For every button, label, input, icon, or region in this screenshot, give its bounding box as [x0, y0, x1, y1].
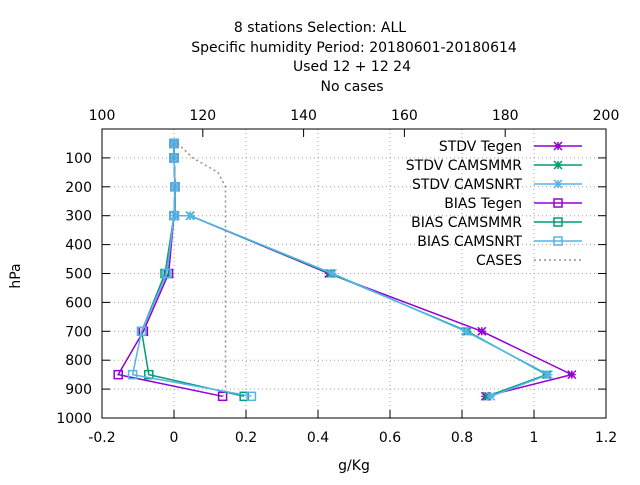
- y-tick-label: 300: [65, 209, 92, 225]
- y-tick-label: 500: [65, 267, 92, 283]
- series-4: [136, 138, 249, 402]
- legend-label: BIAS CAMSMMR: [411, 215, 522, 231]
- series-6: [177, 142, 227, 397]
- legend-label: STDV Tegen: [439, 139, 522, 155]
- data-point: [169, 210, 179, 221]
- legend-label: STDV CAMSNRT: [412, 177, 523, 193]
- data-point: [136, 326, 147, 337]
- x2-tick-label: 100: [89, 108, 116, 124]
- legend-marker: [553, 217, 563, 227]
- data-point: [170, 182, 180, 192]
- legend-marker: [553, 198, 563, 208]
- x-tick-label: 1.2: [595, 430, 617, 446]
- y-tick-label: 200: [65, 180, 92, 196]
- x-tick-label: 0.4: [307, 430, 329, 446]
- legend-label: CASES: [476, 253, 522, 269]
- data-point: [543, 370, 553, 380]
- y-axis-label: hPa: [8, 263, 24, 288]
- series-line: [131, 143, 252, 398]
- legend: STDV Tegen STDV CAMSMMR STDV CAMSNRT BIAS T…: [406, 139, 582, 269]
- data-point: [567, 370, 577, 380]
- data-point: [169, 153, 179, 163]
- x-tick-label: 0.6: [379, 430, 401, 446]
- title-line-3: Used 12 + 12 24: [293, 59, 411, 75]
- series-layer: [113, 138, 577, 402]
- legend-marker: [553, 141, 563, 151]
- data-point: [477, 326, 487, 336]
- x2-tick-label: 200: [593, 108, 620, 124]
- y-tick-label: 800: [65, 353, 92, 369]
- title-line-4: No cases: [321, 79, 384, 95]
- y-tick-label: 400: [65, 238, 92, 254]
- data-point: [162, 268, 172, 279]
- data-point: [170, 211, 180, 221]
- title-line-2: Specific humidity Period: 20180601-20180…: [191, 40, 517, 56]
- y-tick-label: 1000: [56, 411, 92, 427]
- legend-marker: [553, 236, 563, 246]
- data-point: [246, 391, 257, 402]
- axis-tick-labels: -0.2 0 0.2 0.4 0.6 0.8 1 1.2 100 120 140 160 180 200 1…: [56, 108, 619, 446]
- x-tick-label: 0.8: [451, 430, 473, 446]
- x2-tick-label: 120: [189, 108, 216, 124]
- axis-ticks: [101, 129, 607, 419]
- x2-tick-label: 160: [391, 108, 418, 124]
- x-tick-label: -0.2: [88, 430, 115, 446]
- x-axis-label: g/Kg: [338, 458, 370, 474]
- chart-title: 8 stations Selection: ALL Specific humid…: [191, 20, 517, 95]
- series-5: [127, 138, 257, 402]
- title-line-1: 8 stations Selection: ALL: [234, 20, 406, 36]
- legend-marker: [553, 160, 563, 170]
- data-point: [144, 369, 154, 380]
- x-tick-label: 0.2: [235, 430, 257, 446]
- y-tick-label: 100: [65, 151, 92, 167]
- legend-label: STDV CAMSMMR: [406, 158, 522, 174]
- series-line: [177, 142, 227, 397]
- data-point: [327, 268, 337, 279]
- x-tick-label: 1: [530, 430, 539, 446]
- x-tick-label: 0: [170, 430, 179, 446]
- series-line: [140, 143, 245, 398]
- x2-tick-label: 140: [290, 108, 317, 124]
- data-point: [461, 326, 471, 336]
- data-point: [185, 211, 195, 221]
- data-point: [486, 391, 496, 401]
- legend-label: BIAS CAMSNRT: [417, 234, 522, 250]
- legend-marker: [553, 179, 563, 189]
- y-tick-label: 700: [65, 324, 92, 340]
- x2-tick-label: 180: [492, 108, 519, 124]
- data-point: [127, 369, 138, 380]
- y-tick-label: 600: [65, 295, 92, 311]
- data-point: [217, 391, 228, 402]
- y-tick-label: 900: [65, 382, 92, 398]
- data-point: [113, 369, 123, 380]
- grid: [102, 129, 606, 418]
- legend-label: BIAS Tegen: [444, 196, 522, 212]
